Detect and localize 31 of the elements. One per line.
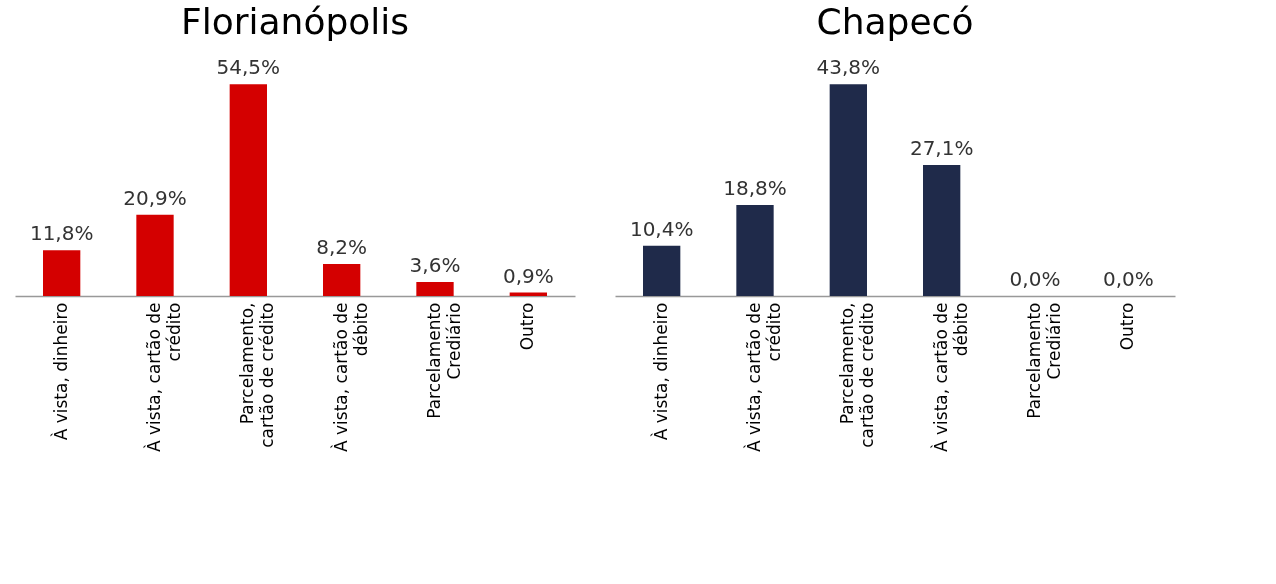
data-label: 18,8% xyxy=(723,176,787,201)
x-tick-label: Outro xyxy=(517,302,538,351)
x-tick-label: À vista, cartão de crédito xyxy=(143,302,184,452)
x-tick-label: À vista, dinheiro xyxy=(649,302,671,441)
data-label: 54,5% xyxy=(216,55,281,80)
x-tick-label: Outro xyxy=(1117,302,1138,351)
data-label: 11,8% xyxy=(29,221,94,246)
data-label: 8,2% xyxy=(316,235,368,260)
data-label: 10,4% xyxy=(629,216,694,241)
bar xyxy=(136,214,174,296)
bar xyxy=(829,84,867,296)
data-label: 0,0% xyxy=(1009,267,1061,291)
x-tick-label: À vista, cartão de débito xyxy=(329,302,371,452)
x-tick-label: À vista, cartão de débito xyxy=(929,302,971,452)
bar xyxy=(43,250,81,296)
data-label: 20,9% xyxy=(123,185,187,210)
bar xyxy=(416,282,454,296)
data-label: 3,6% xyxy=(409,253,461,278)
data-label: 0,0% xyxy=(1102,267,1154,291)
x-tick-label: À vista, cartão de crédito xyxy=(743,302,784,452)
bar xyxy=(923,164,961,296)
chart-title: Chapecó xyxy=(816,1,974,42)
data-label: 43,8% xyxy=(816,55,881,80)
chart-title: Florianópolis xyxy=(180,1,410,42)
bar xyxy=(323,264,361,296)
bar xyxy=(643,245,681,296)
x-tick-label: À vista, dinheiro xyxy=(49,302,71,441)
bar xyxy=(229,84,267,296)
data-label: 27,1% xyxy=(909,135,974,160)
bar xyxy=(736,205,774,296)
data-label: 0,9% xyxy=(502,263,554,288)
